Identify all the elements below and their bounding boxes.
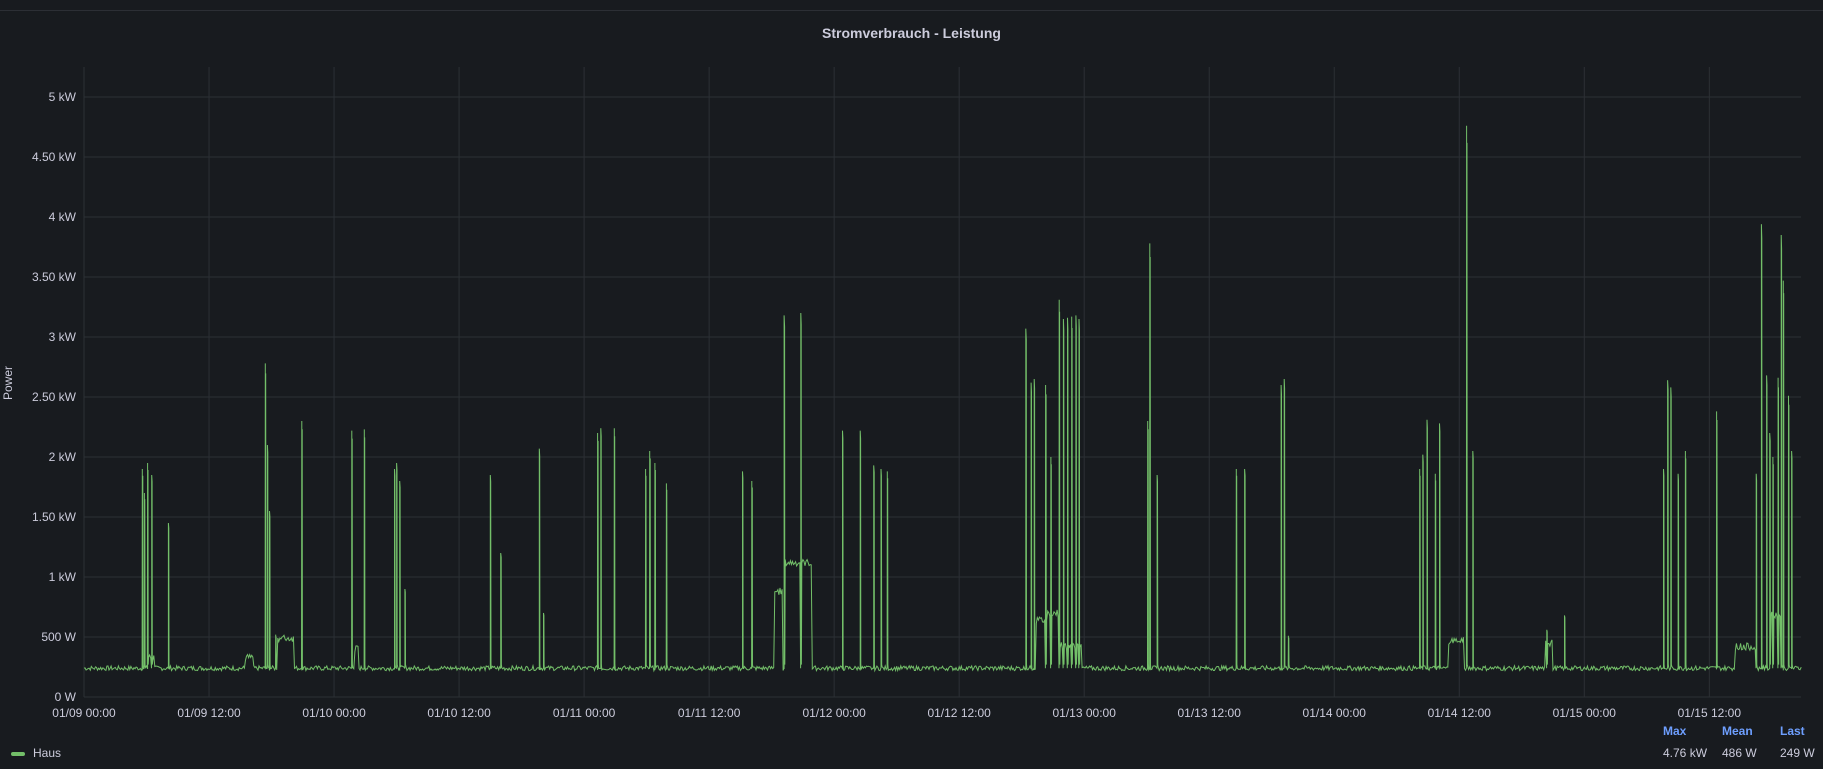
x-tick-label: 01/10 12:00 bbox=[427, 706, 491, 720]
x-tick-label: 01/11 12:00 bbox=[678, 706, 741, 720]
x-tick-label: 01/12 00:00 bbox=[802, 706, 866, 720]
x-tick-label: 01/11 00:00 bbox=[553, 706, 616, 720]
x-tick-label: 01/13 12:00 bbox=[1178, 706, 1242, 720]
legend-value-mean: 486 W bbox=[1722, 746, 1757, 760]
x-tick-label: 01/09 00:00 bbox=[52, 706, 116, 720]
power-chart: 0 W 500 W 1 kW 1.50 kW 2 kW 2.50 kW 3 kW 3.50 k… bbox=[1, 67, 1802, 720]
x-tick-label: 01/15 00:00 bbox=[1553, 706, 1617, 720]
x-axis: 01/09 00:00 01/09 12:00 01/10 00:00 01/10 1… bbox=[52, 706, 1741, 720]
x-tick-label: 01/14 12:00 bbox=[1428, 706, 1492, 720]
legend-header-max[interactable]: Max bbox=[1663, 724, 1687, 738]
y-tick-label: 3.50 kW bbox=[32, 270, 77, 284]
y-axis-label: Power bbox=[1, 366, 15, 400]
graph-panel: Stromverbrauch - Leistung bbox=[0, 10, 1823, 769]
y-tick-label: 500 W bbox=[41, 630, 76, 644]
y-tick-label: 4.50 kW bbox=[32, 150, 77, 164]
y-axis: 0 W 500 W 1 kW 1.50 kW 2 kW 2.50 kW 3 kW 3.50 k… bbox=[32, 90, 77, 704]
y-tick-label: 4 kW bbox=[49, 210, 77, 224]
series-line-haus bbox=[83, 125, 1802, 673]
y-tick-label: 5 kW bbox=[49, 90, 77, 104]
x-tick-label: 01/14 00:00 bbox=[1303, 706, 1367, 720]
y-tick-label: 2 kW bbox=[49, 450, 77, 464]
y-tick-label: 3 kW bbox=[49, 330, 77, 344]
y-tick-label: 0 W bbox=[55, 690, 77, 704]
x-tick-label: 01/15 12:00 bbox=[1678, 706, 1742, 720]
chart-grid bbox=[83, 67, 1801, 698]
legend-value-last: 249 W bbox=[1780, 746, 1815, 760]
y-tick-label: 2.50 kW bbox=[32, 390, 77, 404]
x-tick-label: 01/13 00:00 bbox=[1052, 706, 1116, 720]
x-tick-label: 01/12 12:00 bbox=[927, 706, 991, 720]
legend-header-mean[interactable]: Mean bbox=[1722, 724, 1753, 738]
y-tick-label: 1.50 kW bbox=[32, 510, 77, 524]
legend-color-swatch[interactable] bbox=[11, 752, 25, 756]
legend-value-max: 4.76 kW bbox=[1663, 746, 1708, 760]
legend-series-name[interactable]: Haus bbox=[33, 746, 62, 760]
panel-title: Stromverbrauch - Leistung bbox=[822, 25, 1001, 41]
x-tick-label: 01/09 12:00 bbox=[177, 706, 241, 720]
x-tick-label: 01/10 00:00 bbox=[302, 706, 366, 720]
legend: Haus Max Mean Last 4.76 kW 486 W 249 W bbox=[0, 724, 1823, 768]
legend-header-last[interactable]: Last bbox=[1780, 724, 1805, 738]
y-tick-label: 1 kW bbox=[49, 570, 77, 584]
